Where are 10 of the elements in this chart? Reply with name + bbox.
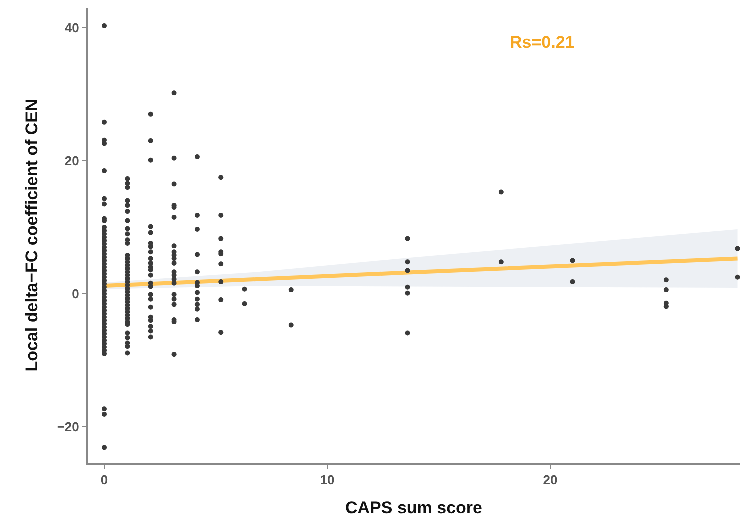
x-tick-label: 0 xyxy=(100,472,108,488)
y-tick-label: 0 xyxy=(72,286,80,302)
annotation: Rs=0.21 xyxy=(510,33,575,52)
y-tick-label: 40 xyxy=(64,20,80,36)
y-tick-label: 20 xyxy=(64,154,80,169)
y-axis-title: Local delta−FC coefficient of CEN xyxy=(22,99,42,372)
x-axis-title: CAPS sum score xyxy=(346,498,482,518)
y-tick-label: −20 xyxy=(57,420,80,435)
x-tick-label: 10 xyxy=(320,472,335,488)
x-tick-label: 20 xyxy=(543,472,558,488)
